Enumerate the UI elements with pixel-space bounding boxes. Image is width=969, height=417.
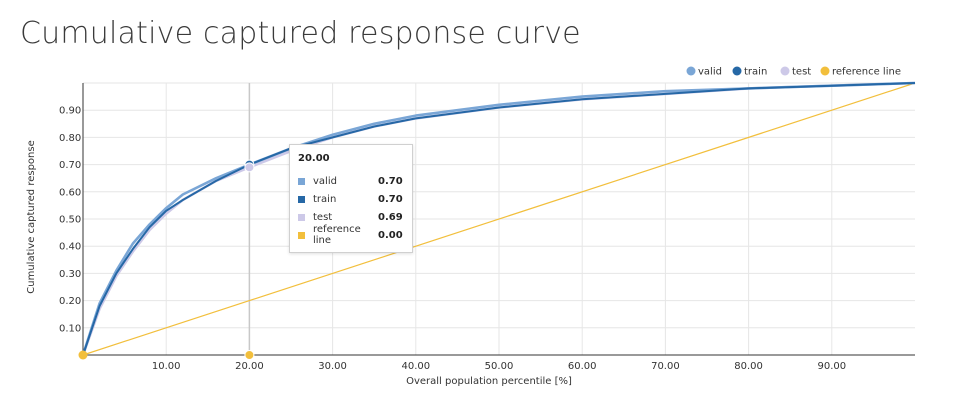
tooltip-swatch — [298, 213, 305, 221]
tooltip-x-value: 20.00 — [298, 153, 330, 164]
legend-swatch — [686, 66, 696, 76]
tooltip-row: train 0.70 — [298, 190, 406, 208]
x-tick-label: 90.00 — [817, 361, 846, 372]
x-tick-label: 30.00 — [318, 361, 347, 372]
tooltip-series-name: reference line — [313, 224, 361, 246]
hover-marker-reference-line — [244, 350, 255, 360]
series-line-reference-line — [82, 82, 916, 356]
tooltip-row: test 0.69 — [298, 208, 406, 226]
legend-item-reference-line[interactable]: reference line — [820, 66, 901, 78]
y-tick-label: 0.10 — [59, 323, 81, 334]
axes: 0.10 0.20 0.30 0.40 0.50 0.60 0.70 0.80 0.90 10.0… — [59, 83, 915, 372]
x-tick-label: 10.00 — [152, 361, 181, 372]
x-tick-label: 60.00 — [568, 361, 597, 372]
tooltip-swatch — [298, 177, 305, 185]
x-tick-label: 70.00 — [651, 361, 680, 372]
y-tick-label: 0.50 — [59, 215, 81, 226]
chart-title: Cumulative captured response curve — [20, 16, 581, 51]
y-tick-label: 0.60 — [59, 187, 81, 198]
tooltip-series-name: train — [313, 193, 337, 205]
tooltip-swatch — [298, 195, 305, 203]
legend-item-train[interactable]: train — [732, 66, 768, 78]
hover-tooltip: 20.00 valid 0.70 train 0.70 test 0.69 referenc… — [289, 144, 413, 253]
y-tick-label: 0.70 — [59, 160, 81, 171]
legend-label: test — [792, 67, 811, 78]
tooltip-series-value: 0.69 — [378, 211, 403, 223]
x-axis-label: Overall population percentile [%] — [406, 376, 572, 387]
tooltip-row: valid 0.70 — [298, 172, 406, 190]
legend-label: valid — [698, 67, 722, 78]
legend-label: reference line — [832, 67, 901, 78]
y-tick-label: 0.80 — [59, 133, 81, 144]
hover-markers — [78, 159, 255, 360]
y-tick-label: 0.90 — [59, 106, 81, 117]
y-tick-label: 0.40 — [59, 242, 81, 253]
legend-item-valid[interactable]: valid — [686, 66, 722, 78]
y-tick-label: 0.20 — [59, 296, 81, 307]
tooltip-row: reference line 0.00 — [298, 224, 406, 246]
legend-label: train — [744, 67, 767, 78]
x-tick-label: 50.00 — [485, 361, 514, 372]
tooltip-series-value: 0.70 — [378, 193, 403, 205]
tooltip-swatch — [298, 231, 305, 239]
legend[interactable]: valid train test reference line — [686, 66, 901, 78]
x-tick-label: 80.00 — [734, 361, 763, 372]
tooltip-series-name: test — [313, 211, 333, 223]
origin-marker — [78, 350, 88, 360]
y-axis-label: Cumulative captured response — [26, 140, 37, 293]
legend-swatch — [780, 66, 790, 76]
legend-swatch — [732, 66, 742, 76]
x-tick-label: 40.00 — [401, 361, 430, 372]
y-tick-label: 0.30 — [59, 269, 81, 280]
tooltip-series-name: valid — [313, 175, 337, 187]
x-tick-label: 20.00 — [235, 361, 264, 372]
hover-marker-test — [244, 162, 255, 173]
tooltip-series-value: 0.00 — [378, 229, 403, 241]
legend-item-test[interactable]: test — [780, 66, 812, 78]
legend-swatch — [820, 66, 830, 76]
tooltip-series-value: 0.70 — [378, 175, 403, 187]
grid — [83, 82, 915, 355]
